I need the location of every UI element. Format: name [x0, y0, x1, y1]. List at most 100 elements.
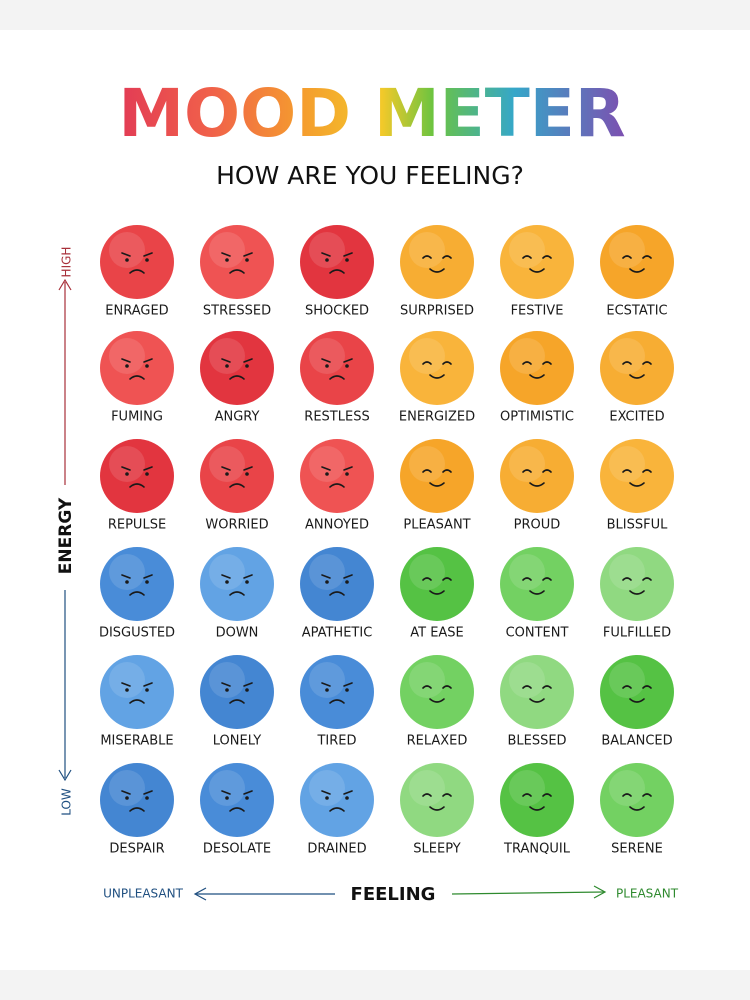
face-highlight: [309, 338, 345, 374]
face-highlight: [409, 338, 445, 374]
face-highlight: [309, 554, 345, 590]
eye: [422, 577, 432, 581]
eye: [642, 469, 652, 473]
face-highlight: [509, 232, 545, 268]
eye: [642, 255, 652, 259]
emotion-label: SERENE: [611, 842, 663, 857]
eye: [143, 574, 153, 579]
arrow-head: [58, 769, 72, 782]
eye: [343, 358, 353, 363]
unpleasant-label: UNPLEASANT: [103, 887, 183, 901]
pupil: [145, 472, 149, 476]
face: [100, 439, 174, 513]
eye: [622, 793, 632, 797]
mouth: [329, 699, 345, 704]
axis-line: [451, 891, 605, 895]
face-circle: [400, 439, 474, 513]
face-highlight: [209, 554, 245, 590]
eye: [121, 574, 131, 579]
face-circle: [400, 225, 474, 299]
face-highlight: [509, 770, 545, 806]
mouth: [429, 698, 445, 703]
eye: [321, 790, 331, 795]
emotion-label: FUMING: [111, 410, 163, 425]
pupil: [325, 580, 329, 584]
mouth: [629, 374, 645, 379]
face-circle: [200, 763, 274, 837]
face-highlight: [209, 446, 245, 482]
feeling-label: FEELING: [351, 884, 436, 905]
face: [600, 439, 674, 513]
face-circle: [300, 655, 374, 729]
face: [100, 547, 174, 621]
face: [100, 763, 174, 837]
face: [100, 655, 174, 729]
low-label: LOW: [60, 788, 74, 816]
pupil: [245, 364, 249, 368]
face-circle: [300, 547, 374, 621]
face: [300, 331, 374, 405]
face-highlight: [109, 338, 145, 374]
eye: [321, 682, 331, 687]
arrow-head: [58, 278, 72, 291]
emotion-label: ANGRY: [215, 410, 260, 425]
mouth: [629, 482, 645, 487]
eye: [243, 790, 253, 795]
emotion-label: FULFILLED: [603, 626, 671, 641]
pupil: [145, 796, 149, 800]
face-highlight: [109, 232, 145, 268]
mouth: [329, 591, 345, 596]
eye: [143, 682, 153, 687]
face: [300, 439, 374, 513]
emotion-label: SHOCKED: [305, 304, 369, 319]
face-highlight: [509, 554, 545, 590]
eye: [243, 358, 253, 363]
mouth: [429, 374, 445, 379]
emotion-label: ENRAGED: [105, 304, 168, 319]
arrow-head: [193, 887, 207, 901]
eye: [542, 469, 552, 473]
mouth: [229, 591, 245, 596]
eye: [622, 361, 632, 365]
title: MOOD METER: [118, 75, 625, 152]
face-circle: [200, 655, 274, 729]
pupil: [225, 472, 229, 476]
face-highlight: [609, 662, 645, 698]
mouth: [529, 806, 545, 811]
emotion-label: BALANCED: [601, 734, 672, 749]
mouth: [229, 807, 245, 812]
eye: [442, 255, 452, 259]
pupil: [145, 258, 149, 262]
face: [100, 225, 174, 299]
eye: [422, 793, 432, 797]
face-highlight: [409, 662, 445, 698]
face-highlight: [609, 232, 645, 268]
pupil: [245, 258, 249, 262]
pupil: [245, 796, 249, 800]
pupil: [245, 580, 249, 584]
mouth: [229, 375, 245, 380]
emotion-label: TIRED: [316, 734, 356, 749]
face-circle: [400, 763, 474, 837]
emotion-label: LONELY: [213, 734, 261, 749]
pupil: [145, 688, 149, 692]
face: [500, 655, 574, 729]
eye: [542, 255, 552, 259]
face: [500, 331, 574, 405]
face-highlight: [309, 446, 345, 482]
eye: [642, 361, 652, 365]
pupil: [125, 688, 129, 692]
eye: [442, 361, 452, 365]
mouth: [129, 375, 145, 380]
eye: [243, 682, 253, 687]
face: [400, 763, 474, 837]
face-highlight: [609, 770, 645, 806]
eye: [221, 466, 231, 471]
subtitle: HOW ARE YOU FEELING?: [216, 161, 524, 190]
mouth: [129, 483, 145, 488]
face: [200, 547, 274, 621]
eye: [642, 793, 652, 797]
energy-label: ENERGY: [56, 497, 76, 574]
pupil: [325, 258, 329, 262]
